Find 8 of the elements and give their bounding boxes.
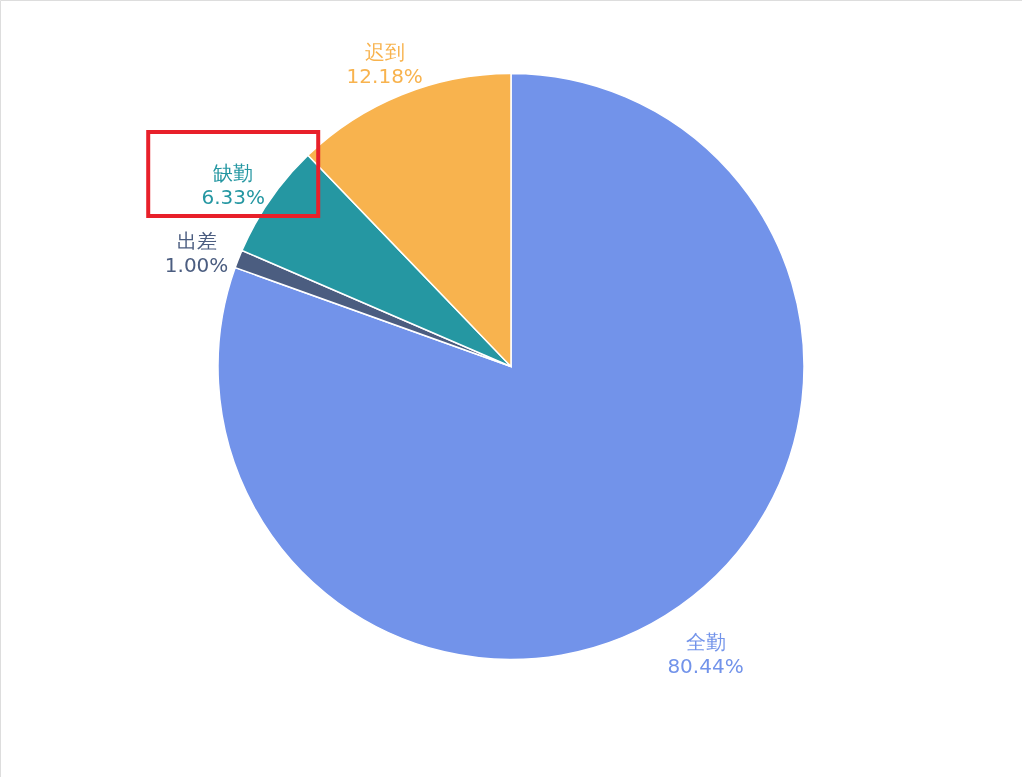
slice-label: 迟到 xyxy=(364,39,405,64)
slice-label: 出差 xyxy=(176,229,217,254)
slice-label: 缺勤 xyxy=(213,160,254,185)
data-label: 80.44% xyxy=(667,653,744,678)
data-label: 1.00% xyxy=(164,253,229,278)
data-label: 6.33% xyxy=(201,184,265,209)
slice-label: 全勤 xyxy=(685,629,726,654)
data-label: 12.18% xyxy=(346,63,423,88)
